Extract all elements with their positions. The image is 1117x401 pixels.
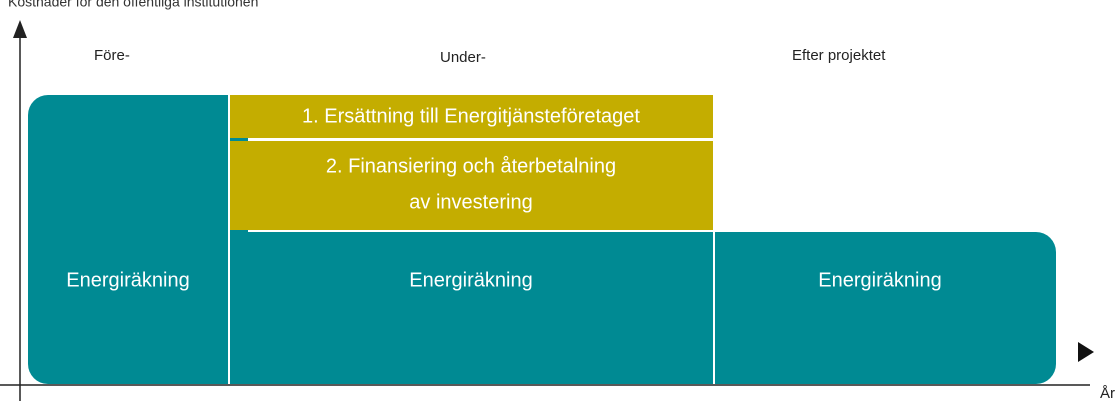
financing-label: 2. Finansiering och återbetalning [326, 155, 616, 177]
x-arrow [1078, 342, 1094, 362]
phase-label: Före- [94, 47, 130, 64]
box-label: Energiräkning [66, 269, 189, 291]
financing-label: av investering [409, 191, 532, 213]
box-compensation [230, 95, 713, 138]
box-before [28, 95, 248, 384]
box-label: Energiräkning [818, 269, 941, 291]
x-label: År [1100, 385, 1115, 401]
phase-label: Efter projektet [792, 47, 886, 64]
box-during [230, 232, 713, 384]
divider [228, 95, 230, 384]
box-after [715, 232, 1056, 384]
title: Kostnader för den offentliga institution… [8, 0, 258, 10]
phase-label: Under- [440, 49, 486, 66]
box-label: Energiräkning [409, 269, 532, 291]
y-arrow [13, 20, 27, 38]
compensation-label: 1. Ersättning till Energitjänsteföretage… [302, 105, 640, 127]
box-financing [230, 141, 713, 230]
